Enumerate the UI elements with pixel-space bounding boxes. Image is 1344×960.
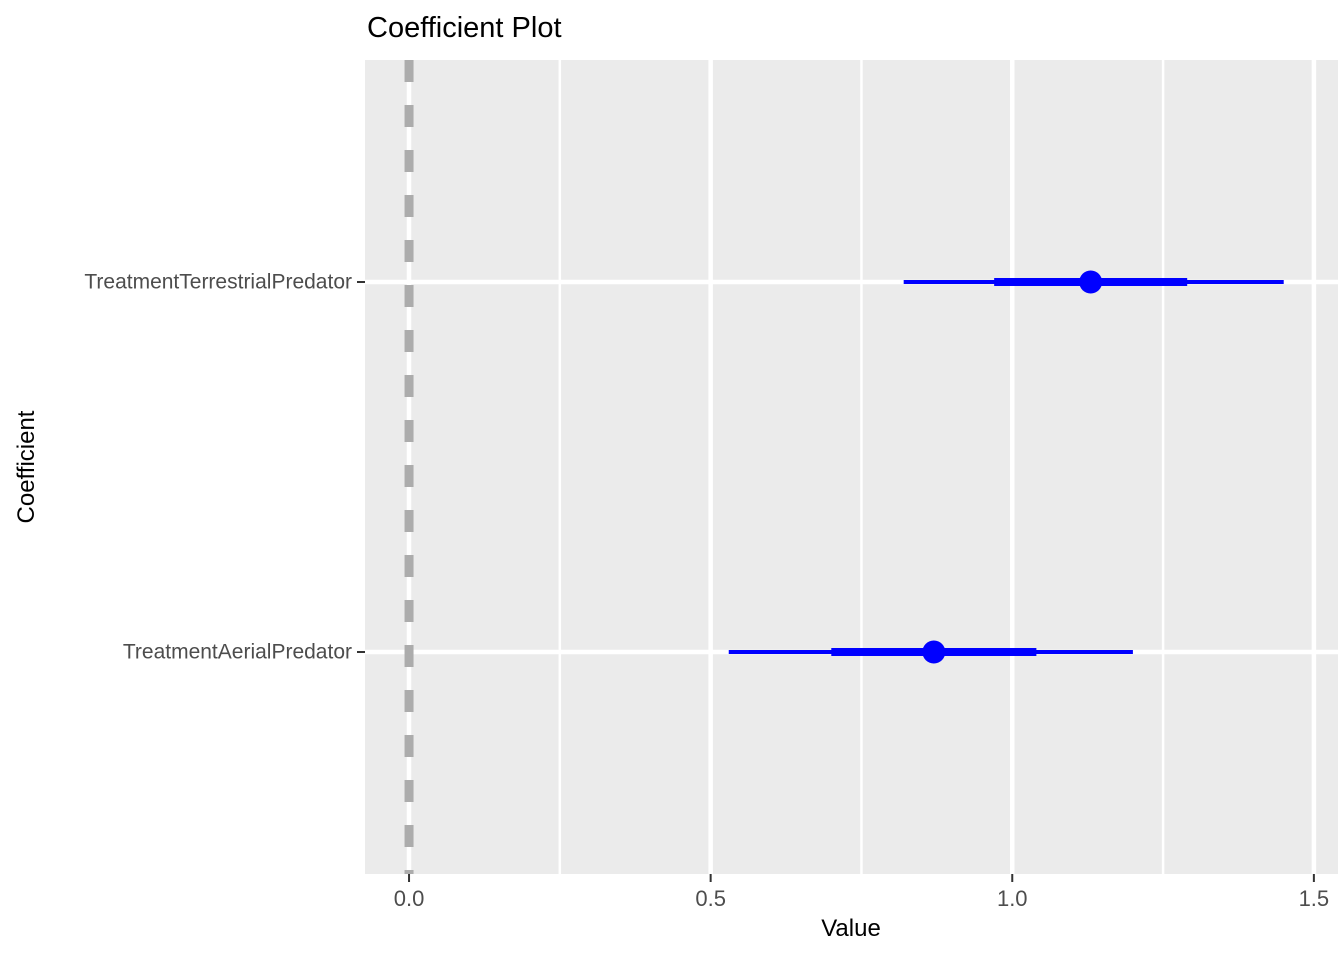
y-category-label-0: TreatmentTerrestrialPredator — [84, 270, 352, 294]
chart-title: Coefficient Plot — [367, 12, 562, 44]
y-axis-title: Coefficient — [13, 410, 40, 524]
x-tick-label-3: 1.5 — [1298, 886, 1330, 911]
x-tick-label-0: 0.0 — [393, 886, 425, 911]
point-estimate-0 — [1079, 270, 1103, 294]
point-estimate-1 — [922, 640, 946, 664]
y-category-label-1: TreatmentAerialPredator — [122, 640, 352, 664]
x-tick-label-2: 1.0 — [996, 886, 1028, 911]
plot-panel — [365, 60, 1338, 874]
x-tick-label-1: 0.5 — [695, 886, 726, 911]
x-axis-title: Value — [821, 915, 881, 942]
